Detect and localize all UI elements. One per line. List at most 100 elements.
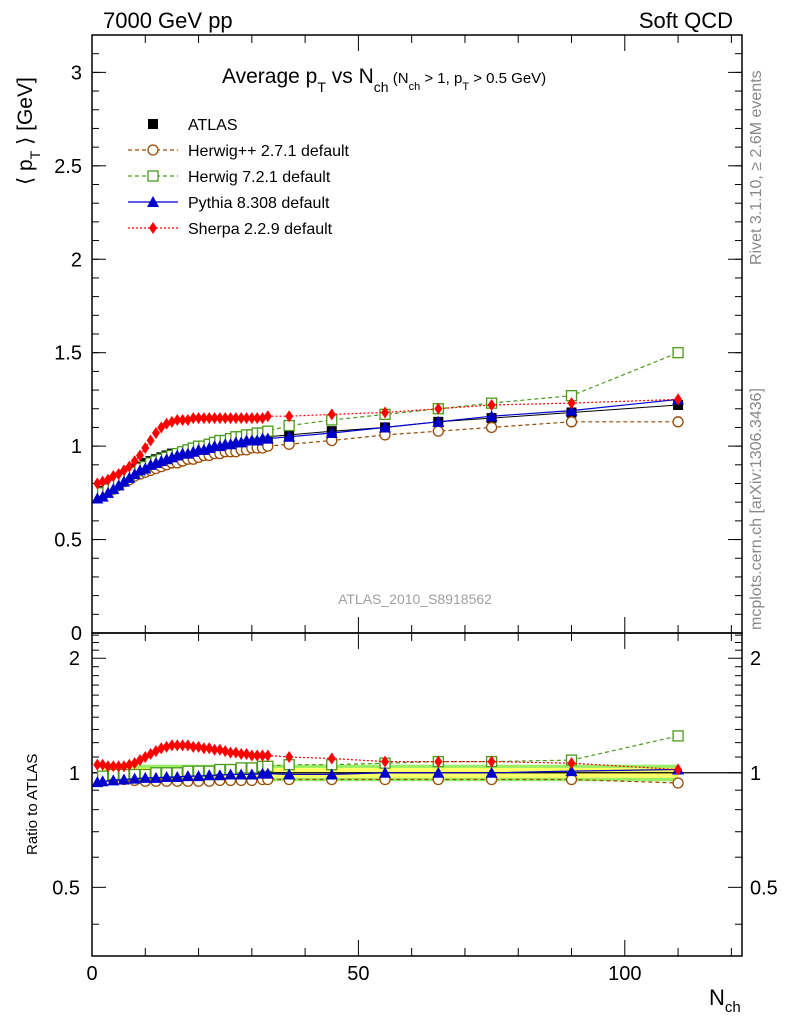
- ratio-point-pythia: [181, 770, 194, 782]
- main-point-sherpa: [327, 408, 336, 421]
- ratio-point-herwig7: [672, 730, 684, 742]
- ratio-point-sherpa: [567, 757, 576, 770]
- ratio-point-sherpa: [103, 760, 112, 773]
- ratio-point-sherpa: [98, 758, 107, 771]
- main-point-sherpa: [258, 412, 267, 425]
- legend-label-herwig7: Herwig 7.2.1 default: [188, 169, 331, 186]
- ratio-point-sherpa: [226, 746, 235, 759]
- ratio-point-sherpa: [162, 740, 171, 753]
- ratio-ytick-label: 1: [69, 763, 80, 785]
- main-point-herwig7: [672, 347, 684, 359]
- main-point-sherpa: [221, 412, 230, 425]
- ratio-point-sherpa: [242, 748, 251, 761]
- ratio-ytick-label: 0.5: [52, 877, 80, 899]
- main-point-sherpa: [194, 412, 203, 425]
- legend-marker-herwig7: [147, 170, 159, 182]
- main-point-sherpa: [231, 412, 240, 425]
- main-point-pythia: [123, 471, 136, 483]
- ratio-point-sherpa: [210, 743, 219, 756]
- main-point-sherpa: [674, 393, 683, 406]
- main-point-sherpa: [141, 441, 150, 454]
- ratio-point-pythia: [171, 770, 184, 782]
- main-point-pythia: [485, 410, 498, 422]
- ratio-series-sherpa: [93, 739, 683, 776]
- ratio-ytick-label-right: 1: [750, 763, 761, 785]
- main-point-pythia: [283, 430, 296, 442]
- ratio-ytick-label-right: 0.5: [750, 877, 778, 899]
- legend-marker-herwigpp: [147, 144, 159, 156]
- main-ytick-label: 1.5: [54, 343, 82, 365]
- ratio-point-sherpa: [381, 755, 390, 768]
- main-point-pythia: [112, 479, 125, 491]
- main-point-sherpa: [146, 434, 155, 447]
- main-point-sherpa: [210, 412, 219, 425]
- ratio-point-sherpa: [221, 745, 230, 758]
- ratio-point-pythia: [432, 766, 445, 778]
- ratio-point-sherpa: [205, 742, 214, 755]
- legend-entry-atlas: ATLAS: [148, 117, 238, 134]
- analysis-label: ATLAS_2010_S8918562: [338, 591, 492, 607]
- ratio-y-axis-label: Ratio to ATLAS: [24, 754, 41, 855]
- main-point-pythia: [96, 490, 109, 502]
- main-point-sherpa: [151, 427, 160, 440]
- ratio-series-pythia: [91, 763, 685, 788]
- rivet-version-label: Rivet 3.1.10, ≥ 2.6M events: [748, 70, 765, 265]
- ratio-point-sherpa: [194, 740, 203, 753]
- main-ytick-label: 2: [71, 249, 82, 271]
- ratio-point-pythia: [192, 770, 205, 782]
- main-ytick-label: 2.5: [54, 156, 82, 178]
- ratio-point-pythia: [283, 768, 296, 780]
- ratio-ytick-label: 2: [69, 648, 80, 670]
- legend-entry-herwigpp: Herwig++ 2.7.1 default: [128, 143, 350, 160]
- xtick-label: 100: [608, 963, 641, 985]
- legend-entry-herwig7: Herwig 7.2.1 default: [128, 169, 331, 186]
- ratio-point-pythia: [235, 768, 248, 780]
- xtick-label: 0: [86, 963, 97, 985]
- main-point-sherpa: [125, 460, 134, 473]
- ratio-panel-ticks: 0.5 0.5 1 1 2 2 0 50 100: [52, 633, 778, 985]
- legend-label-atlas: ATLAS: [188, 117, 238, 134]
- ratio-point-pythia: [160, 770, 173, 782]
- ratio-point-pythia: [379, 766, 392, 778]
- main-plot-title: Average pT vs Nch (Nch > 1, pT > 0.5 GeV…: [222, 65, 546, 95]
- main-point-sherpa: [130, 455, 139, 468]
- main-ytick-label: 0.5: [54, 530, 82, 552]
- ratio-point-sherpa: [119, 760, 128, 773]
- ratio-point-sherpa: [237, 748, 246, 761]
- main-point-sherpa: [285, 410, 294, 423]
- main-point-sherpa: [567, 397, 576, 410]
- main-point-sherpa: [189, 412, 198, 425]
- main-point-sherpa: [183, 413, 192, 426]
- ratio-point-pythia: [139, 771, 152, 783]
- header-energy: 7000 GeV pp: [103, 8, 233, 33]
- ratio-point-sherpa: [285, 751, 294, 764]
- main-point-sherpa: [263, 410, 272, 423]
- ratio-point-pythia: [149, 771, 162, 783]
- main-point-sherpa: [242, 412, 251, 425]
- legend-label-herwigpp: Herwig++ 2.7.1 default: [188, 143, 350, 160]
- main-point-herwigpp: [432, 425, 444, 437]
- ratio-point-pythia: [96, 775, 109, 787]
- ratio-point-sherpa: [183, 739, 192, 752]
- main-point-sherpa: [487, 399, 496, 412]
- main-panel-series: [91, 347, 685, 504]
- ratio-point-pythia: [213, 769, 226, 781]
- legend-entry-pythia: Pythia 8.308 default: [128, 195, 330, 212]
- main-point-sherpa: [215, 412, 224, 425]
- ratio-point-sherpa: [199, 742, 208, 755]
- ratio-point-sherpa: [215, 743, 224, 756]
- main-point-sherpa: [109, 470, 118, 483]
- legend-label-pythia: Pythia 8.308 default: [188, 195, 330, 212]
- main-y-axis-label: ⟨ pT ⟩ [GeV]: [14, 77, 43, 185]
- ratio-point-pythia: [128, 772, 141, 784]
- ratio-point-sherpa: [487, 755, 496, 768]
- mcplots-label: mcplots.cern.ch [arXiv:1306.3436]: [748, 388, 765, 630]
- x-axis-label: Nch: [709, 985, 741, 1016]
- ratio-point-sherpa: [327, 752, 336, 765]
- ratio-point-pythia: [261, 767, 274, 779]
- ratio-point-pythia: [107, 774, 120, 786]
- ratio-point-pythia: [485, 766, 498, 778]
- ratio-point-sherpa: [173, 739, 182, 752]
- main-point-sherpa: [162, 417, 171, 430]
